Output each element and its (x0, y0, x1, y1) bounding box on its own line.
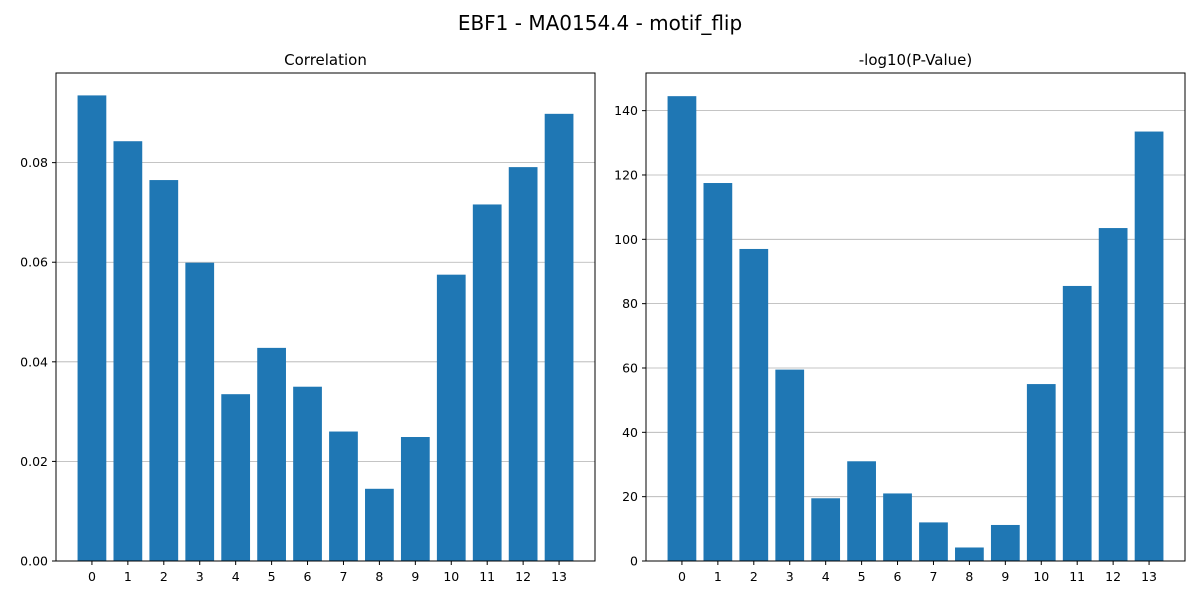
pvalue-bar (955, 547, 984, 561)
correlation-bar (544, 113, 574, 562)
pvalue-ytick-label: 100 (614, 232, 638, 247)
pvalue-title: -log10(P-Value) (859, 51, 973, 69)
pvalue-ytick-label: 80 (622, 296, 638, 311)
correlation-xtick-label: 2 (160, 569, 168, 584)
correlation-bar (149, 180, 179, 561)
correlation-xtick-label: 8 (375, 569, 383, 584)
correlation-xtick-label: 11 (479, 569, 495, 584)
correlation-ytick-label: 0.06 (20, 255, 48, 270)
correlation-bar (472, 204, 502, 561)
pvalue-ytick-label: 20 (622, 489, 638, 504)
correlation-bar (221, 394, 251, 561)
pvalue-bar (1098, 228, 1128, 561)
correlation-ytick-label: 0.08 (20, 155, 48, 170)
correlation-ytick-label: 0.04 (20, 354, 48, 369)
correlation-xtick-label: 13 (551, 569, 567, 584)
correlation-xtick-label: 5 (268, 569, 276, 584)
pvalue-xtick-label: 1 (714, 569, 722, 584)
pvalue-ytick-label: 120 (614, 167, 638, 182)
pvalue-xtick-label: 7 (929, 569, 937, 584)
pvalue-axes-frame (645, 72, 1186, 562)
correlation-bar (77, 95, 107, 561)
pvalue-xtick-label: 4 (822, 569, 830, 584)
correlation-xtick-label: 10 (443, 569, 459, 584)
pvalue-ytick-label: 40 (622, 425, 638, 440)
pvalue-xtick-label: 12 (1105, 569, 1121, 584)
correlation-xtick-label: 9 (411, 569, 419, 584)
pvalue-bar (919, 522, 948, 561)
pvalue-xtick-label: 6 (894, 569, 902, 584)
pvalue-bar (811, 498, 841, 561)
correlation-xtick-label: 4 (232, 569, 240, 584)
correlation-xtick-label: 7 (339, 569, 347, 584)
pvalue-bar (667, 96, 697, 562)
pvalue-xtick-label: 3 (786, 569, 794, 584)
figure-title: EBF1 - MA0154.4 - motif_flip (458, 11, 742, 35)
correlation-bar (257, 347, 286, 561)
pvalue-bar (1062, 285, 1092, 561)
pvalue-xtick-label: 2 (750, 569, 758, 584)
pvalue-ytick-label: 140 (614, 103, 638, 118)
correlation-title: Correlation (284, 51, 367, 69)
pvalue-xtick-label: 5 (858, 569, 866, 584)
pvalue-bar (990, 524, 1020, 561)
correlation-bar (365, 488, 394, 561)
correlation-bar (400, 437, 430, 561)
pvalue-xtick-label: 11 (1069, 569, 1085, 584)
pvalue-bar (883, 493, 912, 561)
pvalue-bar (1026, 384, 1056, 561)
correlation-xtick-label: 12 (515, 569, 531, 584)
correlation-bar (329, 431, 358, 561)
correlation-panel: Correlation 0.000.020.040.060.080 1 2 3 4 5 6 7… (20, 51, 596, 584)
pvalue-bar (703, 183, 733, 561)
correlation-axes-frame (55, 72, 596, 562)
correlation-bar (436, 274, 466, 561)
correlation-ytick-label: 0.02 (20, 454, 48, 469)
pvalue-bar (775, 369, 805, 561)
correlation-xtick-label: 3 (196, 569, 204, 584)
correlation-xtick-label: 0 (88, 569, 96, 584)
pvalue-xtick-label: 10 (1033, 569, 1049, 584)
pvalue-ytick-label: 60 (622, 360, 638, 375)
pvalue-ytick-label: 0 (630, 554, 638, 569)
pvalue-xtick-label: 9 (1001, 569, 1009, 584)
correlation-bar (508, 167, 538, 561)
correlation-xtick-label: 1 (124, 569, 132, 584)
pvalue-xtick-label: 13 (1141, 569, 1157, 584)
pvalue-bar (1134, 131, 1164, 562)
pvalue-bar (847, 461, 876, 561)
correlation-xtick-label: 6 (304, 569, 312, 584)
correlation-bar (293, 386, 322, 561)
pvalue-xtick-label: 0 (678, 569, 686, 584)
correlation-ytick-label: 0.00 (20, 554, 48, 569)
pvalue-xtick-label: 8 (965, 569, 973, 584)
pvalue-bar (739, 248, 769, 562)
correlation-bar (113, 141, 143, 562)
correlation-bar (185, 262, 215, 561)
